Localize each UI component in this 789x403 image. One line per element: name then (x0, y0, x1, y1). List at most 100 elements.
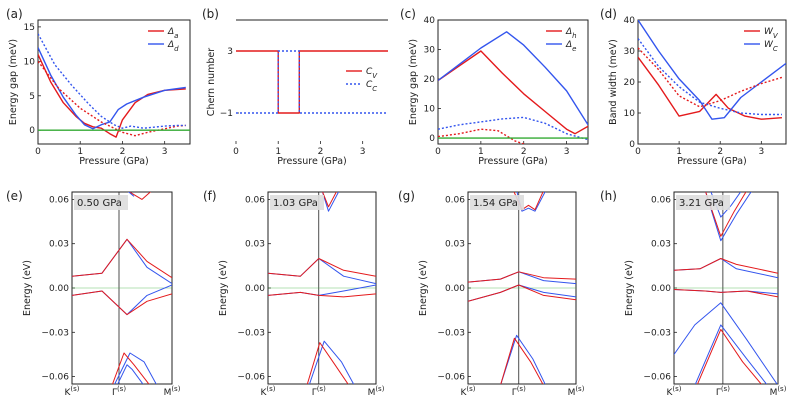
series-line-e-7 (128, 192, 152, 200)
pressure-tag: 1.03 GPa (273, 198, 318, 209)
xtick-label: 0 (233, 147, 239, 157)
legend-label: Δh (565, 27, 577, 40)
xtick-label: 3 (564, 147, 570, 157)
series-line-g-0 (468, 271, 576, 285)
legend-label: WV (764, 27, 779, 40)
ytick-label: −0.03 (237, 328, 265, 338)
series-line-g-5 (500, 337, 544, 384)
panel-g: (g) −0.06 −0.03 0.00 0.03 0.06 K(s) Γ(s) M(s) Ene… (398, 189, 585, 398)
legend-label: WC (764, 40, 778, 53)
pressure-tag-box (270, 195, 324, 210)
xtick-label: 2 (521, 147, 527, 157)
ytick-label: 10 (624, 109, 636, 119)
ytick-label: −1 (220, 109, 233, 119)
xtick-label: 3 (360, 147, 366, 157)
ytick-label: 15 (24, 23, 35, 33)
panel-letter-f: (f) (203, 189, 217, 203)
series-line-h-6 (696, 328, 762, 384)
yaxis-label: Energy gap (meV) (408, 39, 419, 125)
ytick-label: −0.06 (41, 373, 69, 383)
series-line-g-2 (468, 284, 576, 302)
legend-label: Δd (167, 40, 179, 53)
series-group-e (72, 192, 172, 384)
yaxis-label: Chern number (206, 48, 217, 116)
yaxis-label: Energy gap (meV) (8, 39, 19, 125)
ytick-label: −0.06 (237, 373, 265, 383)
series-line-f-1 (268, 258, 376, 277)
panel-letter-h: (h) (600, 189, 617, 203)
ytick-label: 30 (624, 47, 636, 57)
xaxis-label: Pressure (GPa) (79, 156, 148, 167)
legend-label: CV (366, 67, 378, 80)
panel-f: (f) −0.06 −0.03 0.00 0.03 0.06 K(s) Γ(s) M(s) Ene… (203, 189, 385, 398)
series-line-e-6 (117, 364, 144, 384)
series-line-h-1 (674, 258, 778, 274)
xaxis-label: Pressure (GPa) (478, 156, 547, 167)
ytick-label: 10 (24, 57, 36, 67)
ytick-label: 0.03 (245, 240, 265, 250)
panel-letter-g: (g) (398, 189, 415, 203)
panel-letter-b: (b) (202, 7, 219, 21)
series-line-f-6 (321, 192, 340, 212)
panel-letter-c: (c) (400, 7, 416, 21)
ytick-label: 0.06 (245, 195, 265, 205)
xtick-label: M(s) (568, 385, 585, 398)
ytick-label: −0.03 (41, 328, 69, 338)
series-line-g-1 (468, 271, 576, 283)
series-group-d (638, 20, 786, 120)
xtick-label: 1 (676, 147, 682, 157)
series-line-h-8 (705, 192, 747, 237)
xaxis-label: Pressure (GPa) (677, 156, 746, 167)
yaxis-label: Energy (eV) (418, 260, 429, 316)
panel-letter-d: (d) (600, 7, 617, 21)
series-line-a-2 (38, 60, 186, 137)
pressure-tag-box (676, 195, 730, 210)
series-line-d-3 (638, 38, 782, 116)
xtick-label: 3 (758, 147, 764, 157)
xtick-label: 2 (717, 147, 723, 157)
legend-label: Δa (167, 27, 178, 40)
ytick-label: 0.00 (245, 284, 265, 294)
xtick-label: K(s) (666, 385, 681, 398)
xtick-label: K(s) (260, 385, 275, 398)
series-line-d-0 (638, 56, 782, 120)
series-line-a-0 (38, 54, 186, 138)
yaxis-label: Energy (eV) (218, 260, 229, 316)
series-line-f-3 (268, 291, 376, 298)
ytick-label: 0.03 (49, 240, 69, 250)
series-line-e-3 (72, 290, 172, 316)
pressure-tag: 0.50 GPa (77, 198, 122, 209)
ytick-label: −0.03 (643, 328, 671, 338)
ytick-label: 40 (624, 16, 636, 26)
legend-label: CC (366, 80, 377, 93)
ytick-label: 0.06 (445, 195, 465, 205)
xtick-label: M(s) (770, 385, 787, 398)
xtick-label: M(s) (164, 385, 181, 398)
ytick-label: 0 (429, 134, 435, 144)
pressure-tag: 3.21 GPa (679, 198, 724, 209)
panel-c: (c) 0 10 20 30 40 0 1 2 3 Pressure (GPa) Energy gap… (400, 7, 589, 167)
series-line-h-4 (674, 302, 778, 384)
ytick-label: 0.06 (651, 195, 671, 205)
ytick-label: 0.03 (651, 240, 671, 250)
ytick-label: 10 (424, 105, 436, 115)
ytick-label: 40 (424, 16, 436, 26)
series-line-a-3 (38, 33, 186, 129)
series-line-c-1 (438, 31, 588, 126)
xtick-label: 1 (77, 147, 83, 157)
panel-letter-a: (a) (6, 7, 23, 21)
ytick-label: −0.03 (437, 328, 465, 338)
yaxis-label: Energy (eV) (22, 260, 33, 316)
ytick-label: 20 (424, 75, 436, 85)
panel-e: (e) −0.06 −0.03 0.00 0.03 0.06 K(s) Γ(s) M(s) Ene… (6, 189, 181, 398)
series-line-c-3 (438, 116, 588, 141)
yaxis-label: Band width (meV) (608, 39, 619, 125)
ytick-label: 0.00 (651, 284, 671, 294)
xtick-label: Γ(s) (312, 385, 326, 398)
yaxis-label: Energy (eV) (624, 260, 635, 316)
xtick-label: 3 (162, 147, 168, 157)
ytick-label: 3 (227, 47, 233, 57)
series-line-g-3 (468, 284, 576, 302)
ytick-label: 5 (29, 92, 35, 102)
